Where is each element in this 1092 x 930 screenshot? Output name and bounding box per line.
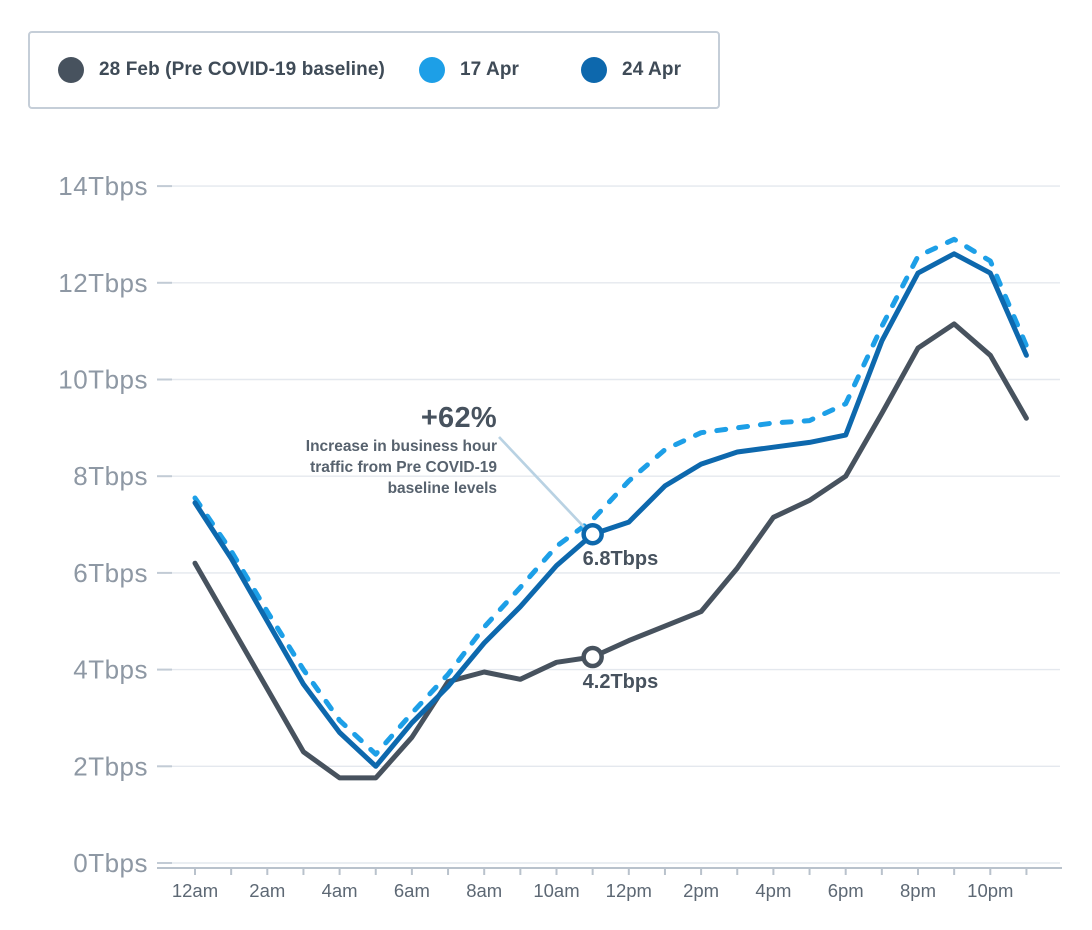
legend-swatch-17-apr <box>419 57 445 83</box>
x-axis-label: 4am <box>322 880 358 901</box>
series-line-17-apr <box>192 236 1029 757</box>
x-axis: 12am 2am 4am 6am 8am 10am 12pm 2pm 4pm 6pm 8pm 10pm <box>157 867 1062 901</box>
x-axis-label: 2pm <box>683 880 719 901</box>
legend-item-28-feb-baseline: 28 Feb (Pre COVID-19 baseline) <box>58 57 385 83</box>
legend-label: 24 Apr <box>622 59 682 80</box>
x-axis-label: 6am <box>394 880 430 901</box>
legend-label: 17 Apr <box>460 59 520 80</box>
callout-marker-28-feb-baseline <box>581 645 604 669</box>
y-axis-label: 2Tbps <box>73 751 148 781</box>
y-axis-label: 0Tbps <box>73 848 148 878</box>
callout-label-28-feb-baseline: 4.2Tbps <box>583 671 659 693</box>
callout-marker-24-apr <box>581 522 604 546</box>
annotation-leader-line <box>498 436 585 528</box>
x-axis-label: 12am <box>172 880 218 901</box>
chart-legend: 28 Feb (Pre COVID-19 baseline) 17 Apr 24 A… <box>28 31 720 109</box>
x-axis-label: 8am <box>466 880 502 901</box>
callout-label-24-apr: 6.8Tbps <box>583 548 659 570</box>
legend-swatch-24-apr <box>581 57 608 83</box>
legend-item-24-apr: 24 Apr <box>581 57 681 83</box>
series-line-28-feb-baseline <box>192 321 1029 781</box>
x-axis-label: 4pm <box>755 880 791 901</box>
legend-swatch-28-feb-baseline <box>58 57 84 83</box>
x-axis-label: 12pm <box>606 880 652 901</box>
y-axis-label: 6Tbps <box>73 558 148 588</box>
y-axis-label: 4Tbps <box>73 655 148 685</box>
x-axis-label: 6pm <box>828 880 864 901</box>
x-axis-label: 8pm <box>900 880 936 901</box>
y-axis-label: 12Tbps <box>58 268 148 298</box>
legend-label: 28 Feb (Pre COVID-19 baseline) <box>99 59 385 80</box>
x-axis-label: 10am <box>533 880 579 901</box>
x-axis-label: 10pm <box>967 880 1013 901</box>
legend-item-17-apr: 17 Apr <box>419 57 519 83</box>
series-line-24-apr <box>192 251 1029 769</box>
y-axis-label: 8Tbps <box>73 461 148 491</box>
y-gridlines: 0Tbps 2Tbps 4Tbps 6Tbps 8Tbps 10Tbps 12Tbps 14T… <box>58 171 1060 878</box>
y-axis-label: 10Tbps <box>58 365 148 395</box>
y-axis-label: 14Tbps <box>58 171 148 201</box>
x-axis-label: 2am <box>249 880 285 901</box>
